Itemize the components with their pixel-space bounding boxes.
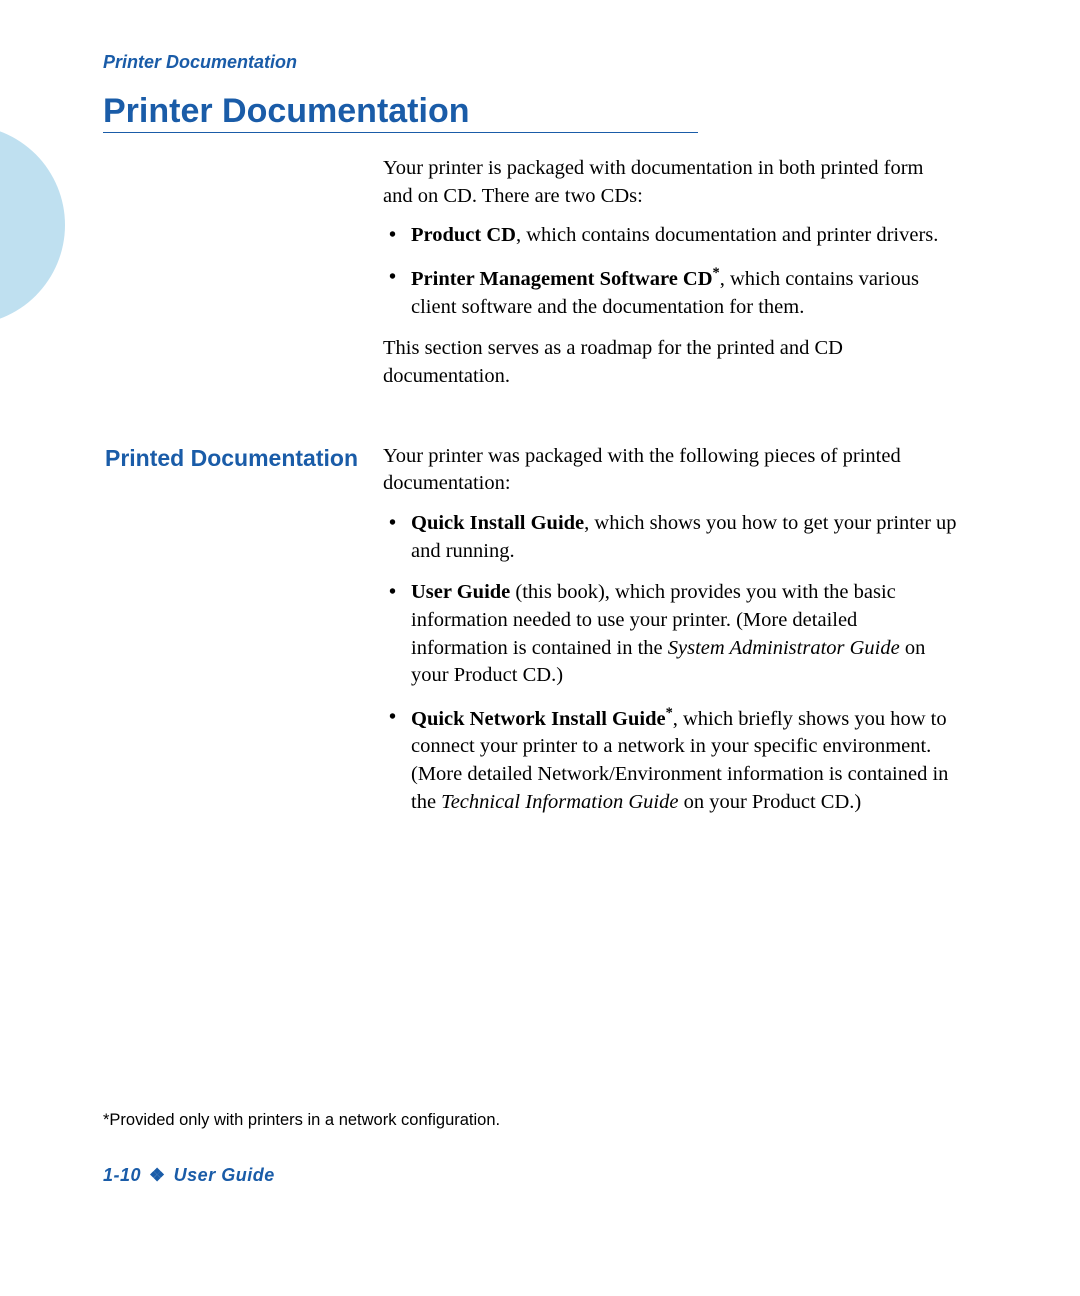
document-page: Printer Documentation Printer Documentat…: [0, 0, 1080, 1296]
cd-list-item: Printer Management Software CD*, which c…: [383, 264, 958, 321]
cd-list: Product CD, which contains documentation…: [383, 222, 958, 321]
diamond-icon: ❖: [149, 1165, 166, 1185]
bold-text: Product CD: [411, 224, 516, 246]
italic-text: System Administrator Guide: [668, 637, 900, 659]
section-intro: Your printer is packaged with documentat…: [103, 155, 963, 403]
title-underline: [103, 132, 698, 133]
page-footer: 1-10 ❖ User Guide: [103, 1165, 275, 1186]
page-number: 1-10: [103, 1165, 141, 1185]
superscript: *: [666, 705, 673, 721]
doc-list-item: Quick Install Guide, which shows you how…: [383, 510, 958, 565]
doc-list-item: User Guide (this book), which provides y…: [383, 579, 958, 690]
intro-paragraph: Your printer was packaged with the follo…: [383, 443, 958, 498]
content-area: Your printer is packaged with documentat…: [103, 155, 963, 830]
running-header: Printer Documentation: [103, 52, 297, 73]
printed-doc-list: Quick Install Guide, which shows you how…: [383, 510, 958, 817]
body-text: on your Product CD.): [678, 791, 861, 813]
bold-text: Printer Management Software CD: [411, 268, 713, 290]
page-title: Printer Documentation: [103, 92, 693, 137]
section-printed-body: Your printer was packaged with the follo…: [383, 443, 958, 831]
body-text: , which contains documentation and print…: [516, 224, 938, 246]
italic-text: Technical Information Guide: [441, 791, 678, 813]
decorative-accent: [0, 125, 65, 325]
bold-text: Quick Network Install Guide: [411, 708, 666, 730]
superscript: *: [713, 265, 720, 281]
section-label: Printed Documentation: [103, 443, 383, 831]
intro-paragraph: Your printer is packaged with documentat…: [383, 155, 958, 210]
bold-text: Quick Install Guide: [411, 512, 584, 534]
cd-list-item: Product CD, which contains documentation…: [383, 222, 958, 250]
footnote: *Provided only with printers in a networ…: [103, 1111, 500, 1130]
section-printed-docs: Printed Documentation Your printer was p…: [103, 443, 963, 831]
section-intro-body: Your printer is packaged with documentat…: [383, 155, 958, 403]
outro-paragraph: This section serves as a roadmap for the…: [383, 335, 958, 390]
bold-text: User Guide: [411, 581, 510, 603]
doc-list-item: Quick Network Install Guide*, which brie…: [383, 704, 958, 817]
section-label-empty: [103, 155, 383, 403]
footer-label: User Guide: [174, 1165, 275, 1185]
